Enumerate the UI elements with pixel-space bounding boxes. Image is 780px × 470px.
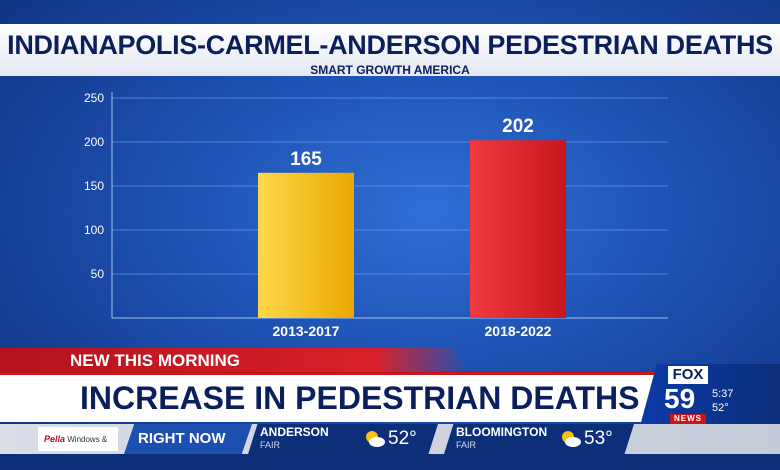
- weather-temp: 52°: [388, 428, 417, 449]
- weather-item: ANDERSON FAIR 52°: [248, 424, 438, 454]
- weather-city: BLOOMINGTON: [456, 425, 548, 439]
- logo-network: FOX: [668, 366, 708, 384]
- y-tick-label: 250: [84, 91, 104, 105]
- y-tick-label: 200: [84, 135, 104, 149]
- logo-news-label: NEWS: [670, 414, 706, 424]
- y-tick-label: 150: [84, 179, 104, 193]
- bar-2013-2017: [258, 172, 354, 318]
- y-tick-label: 100: [84, 223, 104, 237]
- bar-2018-2022: [470, 140, 566, 318]
- bar-value-label: 202: [502, 116, 534, 137]
- partly-cloudy-icon: [562, 431, 581, 447]
- y-tick-label: 50: [91, 267, 105, 281]
- bar-chart: 50 100 150 200 250 165 2013-2017 202 2018-2022: [84, 91, 668, 339]
- right-now-label-box: RIGHT NOW: [124, 424, 252, 454]
- clock-time: 5:37: [712, 388, 734, 400]
- chart-subtitle: SMART GROWTH AMERICA: [310, 63, 470, 77]
- chart-title-band: INDIANAPOLIS-CARMEL-ANDERSON PEDESTRIAN …: [0, 24, 780, 77]
- sponsor-brand: Pella: [44, 434, 66, 444]
- weather-temp: 53°: [584, 428, 613, 449]
- weather-condition: FAIR: [260, 440, 281, 450]
- station-logo: FOX 59 NEWS 5:37 52°: [640, 364, 780, 426]
- tag-label: NEW THIS MORNING: [70, 351, 240, 370]
- weather-item: BLOOMINGTON FAIR 53°: [444, 424, 634, 454]
- sponsor-badge: Pella Windows & Doors: [38, 427, 118, 468]
- tag-bar: NEW THIS MORNING: [0, 348, 470, 372]
- x-category-label: 2018-2022: [485, 323, 552, 339]
- current-temp: 52°: [712, 402, 729, 414]
- x-category-label: 2013-2017: [273, 323, 340, 339]
- bottom-strip: [0, 454, 780, 470]
- weather-city: ANDERSON: [260, 425, 329, 439]
- right-now-label: RIGHT NOW: [138, 430, 226, 447]
- logo-channel: 59: [664, 383, 696, 414]
- headline-text: INCREASE IN PEDESTRIAN DEATHS: [80, 380, 640, 416]
- lower-third: NEW THIS MORNING INCREASE IN PEDESTRIAN …: [0, 346, 780, 470]
- partly-cloudy-icon: [366, 431, 385, 447]
- chart-title: INDIANAPOLIS-CARMEL-ANDERSON PEDESTRIAN …: [7, 30, 773, 60]
- weather-condition: FAIR: [456, 440, 477, 450]
- bar-value-label: 165: [290, 149, 322, 170]
